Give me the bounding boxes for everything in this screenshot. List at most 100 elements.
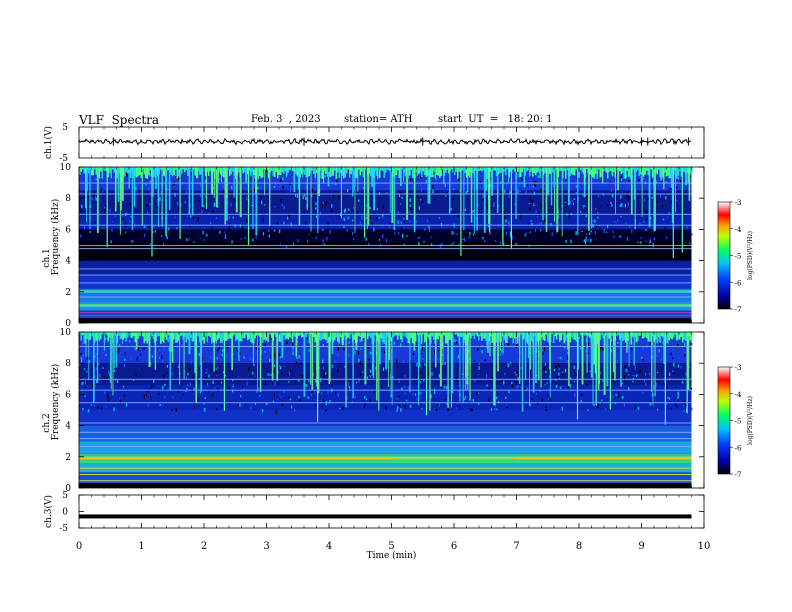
ch2-spectrogram-speckle <box>98 363 100 365</box>
ch1-spectrogram-speckle <box>453 231 455 235</box>
ch1-spectrogram-speckle <box>631 229 633 233</box>
ch1-spectrogram-sferic-long <box>681 167 683 253</box>
ch2-spectrogram-speckle <box>275 410 278 414</box>
ch2-spectrogram-speckle <box>198 366 200 370</box>
ch2-spectrogram-speckle <box>259 395 261 397</box>
ch2-spectrogram-fringe <box>553 332 555 343</box>
ch1-spectrogram-speckle <box>172 189 174 192</box>
ch2-spectrogram-speckle <box>481 345 483 347</box>
ch2-spectrogram-tone-band <box>516 456 692 459</box>
ch1-spectrogram-speckle <box>146 228 148 231</box>
ch1-spectrogram-fringe <box>475 167 477 171</box>
ch2-spectrogram-speckle <box>666 349 668 352</box>
ch1-spectrogram-speckle <box>232 242 234 245</box>
ch1-spectrogram-sferic <box>545 167 548 232</box>
ch1-spectrogram-speckle <box>425 180 427 183</box>
ch2-spectrogram-speckle <box>632 380 634 383</box>
ch2-spectrogram-speckle <box>634 366 636 370</box>
ch2-spectrogram-speckle <box>119 344 121 347</box>
ch2-spectrogram-speckle <box>575 374 577 376</box>
ch2-spectrogram-sferic <box>352 332 354 399</box>
ch1-spectrogram-speckle <box>403 243 405 246</box>
ch1-spectrogram-speckle <box>315 215 317 218</box>
ch2-spectrogram-speckle <box>329 400 331 403</box>
ch1-spectrogram-speckle <box>461 221 463 225</box>
ch2-spectrogram-speckle <box>545 371 547 374</box>
ch2-spectrogram-fringe <box>134 332 136 343</box>
ch1-spectrogram-fringe <box>175 167 177 170</box>
x-tick-label: 0 <box>76 541 82 552</box>
ch2-spectrogram-fringe <box>313 332 315 337</box>
ch1-spectrogram-speckle <box>468 236 470 238</box>
ch2-spectrogram-speckle <box>482 351 484 354</box>
ch1-spectrogram-speckle <box>271 237 273 240</box>
ch1-spectrogram-fringe <box>95 167 97 175</box>
ch2-spectrogram-speckle <box>444 399 447 401</box>
ch2-spectrogram-speckle <box>117 379 119 383</box>
ch1-spectrogram-fringe <box>410 167 412 170</box>
ch1-spectrogram-speckle <box>421 199 424 203</box>
ch2-spectrogram-speckle <box>472 399 474 402</box>
ch2-spectrogram-fringe <box>227 332 229 340</box>
ch2-spectrogram-fringe <box>496 332 498 343</box>
ch2-spectrogram-fringe <box>395 332 397 336</box>
ch2-spectrogram-speckle <box>177 364 180 366</box>
ch2-spectrogram-sferic <box>535 332 538 353</box>
ch1-spectrogram-fringe <box>370 167 372 176</box>
ch2-spectrogram-speckle <box>599 400 601 404</box>
ch1-spectrogram-speckle <box>452 198 454 201</box>
ch1-spectrogram-tone-line <box>79 296 692 298</box>
ch2-spectrogram-speckle <box>677 364 679 368</box>
ch2-spectrogram-sferic <box>213 332 215 372</box>
ch1-spectrogram-sferic <box>264 167 265 196</box>
ch2-spectrogram-speckle <box>556 376 559 379</box>
ch1-spectrogram-speckle <box>630 236 632 238</box>
ch2-spectrogram-fringe <box>557 332 559 335</box>
ch2-spectrogram-speckle <box>322 399 324 401</box>
ch2-spectrogram-fringe <box>412 332 414 344</box>
ch2-spectrogram-fringe <box>176 332 178 343</box>
ch2-spectrogram-fringe <box>157 332 159 337</box>
ch2-spectrogram-speckle <box>103 376 105 380</box>
ch2-spectrogram-sferic <box>497 332 499 372</box>
ch2-spectrogram-speckle <box>115 378 117 382</box>
ch1-spectrogram-speckle <box>348 169 350 173</box>
ch1-spectrogram-fringe <box>109 167 111 173</box>
ch1-spectrogram-speckle <box>479 181 481 184</box>
ch2-spectrogram-speckle <box>222 349 224 353</box>
ch1-spectrogram-speckle <box>651 177 653 180</box>
ch1-spectrogram-sferic <box>550 167 553 206</box>
ch2-spectrogram-fringe <box>106 332 108 336</box>
ch2-spectrogram-fringe <box>569 332 571 343</box>
ch2-spectrogram-speckle <box>269 348 271 352</box>
ch2-spectrogram-speckle <box>321 392 323 395</box>
ch1-spectrogram-speckle <box>635 173 638 177</box>
ch1-spectrogram-fringe <box>635 167 637 173</box>
ch1-spectrogram-fringe <box>374 167 376 172</box>
ch1-spectrogram-speckle <box>600 206 602 208</box>
ch2-spectrogram-speckle <box>346 395 348 400</box>
ch1-spectrogram-speckle <box>621 178 623 181</box>
ch2-spectrogram-speckle <box>82 342 84 346</box>
ch1-spectrogram-speckle <box>190 215 192 218</box>
ch2-spectrogram-sferic <box>633 332 635 366</box>
ch1-spectrogram-speckle <box>161 234 163 238</box>
ch2-spectrogram-speckle <box>314 344 316 347</box>
ch2-spectrogram-speckle <box>273 393 275 397</box>
ch1-spectrogram-sferic <box>515 167 517 219</box>
ch1-spectrogram-sferic <box>220 167 222 182</box>
ch2-spectrogram-speckle <box>651 392 653 397</box>
ch1-spectrogram-speckle <box>223 196 225 198</box>
ch1-spectrogram-speckle <box>209 230 211 233</box>
ch1-spectrogram-speckle <box>624 203 626 208</box>
ch1-spectrogram-sferic <box>233 167 235 198</box>
ch1-spectrogram-speckle <box>453 188 455 190</box>
ch2-spectrogram-sferic <box>413 332 416 351</box>
ch2-spectrogram-fringe <box>638 332 640 336</box>
ch1-spectrogram-speckle <box>234 198 236 201</box>
ch2-spectrogram-fringe <box>679 332 681 340</box>
ch1-spectrogram-fringe <box>178 167 180 177</box>
ch1-spectrogram-speckle <box>347 188 349 193</box>
ch1-spectrogram-fringe <box>154 167 156 178</box>
ch1-spectrogram-sferic <box>663 167 665 189</box>
